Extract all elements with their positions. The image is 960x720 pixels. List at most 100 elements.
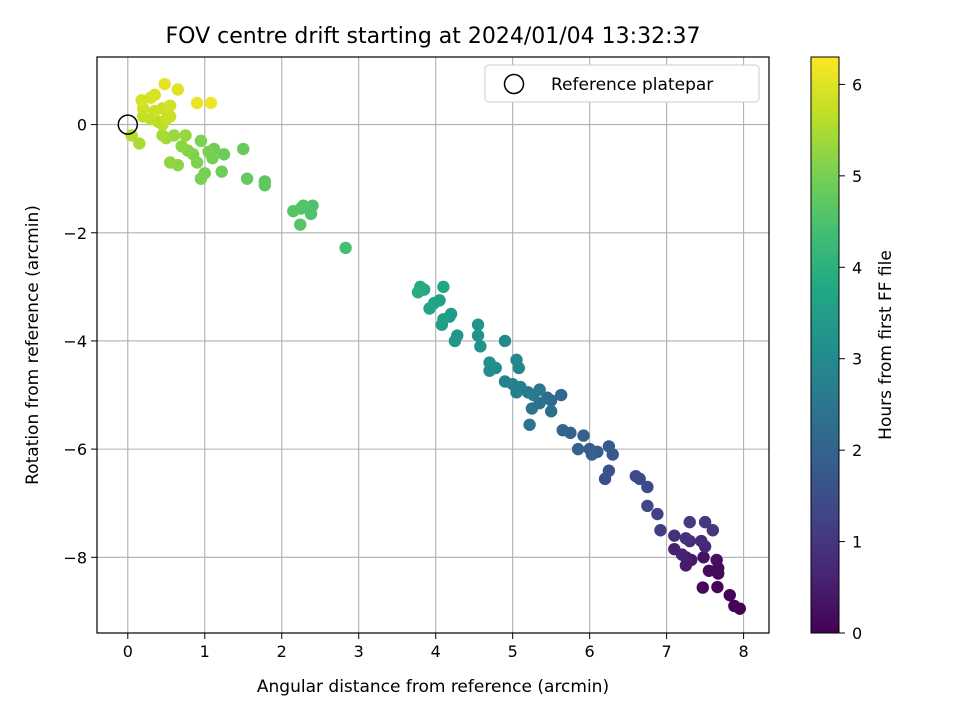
data-point: [651, 507, 664, 521]
colorbar-tick-label: 6: [852, 75, 862, 94]
data-point: [698, 515, 712, 529]
data-point: [297, 199, 310, 212]
data-point: [577, 429, 590, 442]
data-point: [498, 375, 512, 388]
data-point: [194, 172, 208, 185]
x-axis-ticks: 0 1 2 3 4 5 6 7 8: [123, 633, 749, 661]
data-point: [258, 178, 272, 192]
data-point: [190, 96, 204, 110]
data-point: [675, 548, 689, 561]
colorbar-tick-label: 2: [852, 441, 862, 460]
legend-label: Reference platepar: [551, 75, 713, 95]
data-point: [437, 280, 450, 294]
data-point: [696, 581, 710, 594]
data-point: [602, 440, 616, 453]
y-axis-ticks: 0 −2 −4 −6 −8: [63, 116, 97, 567]
data-point: [728, 599, 741, 613]
legend: Reference platepar: [484, 64, 760, 103]
data-point: [171, 83, 185, 96]
x-tick-label: 8: [739, 642, 749, 661]
colorbar-label: Hours from first FF file: [876, 250, 896, 440]
data-point: [585, 448, 599, 461]
data-point: [641, 480, 654, 494]
data-point: [294, 218, 307, 231]
data-point: [411, 286, 425, 299]
data-point: [304, 207, 318, 221]
data-point: [602, 464, 616, 477]
data-point: [471, 318, 485, 331]
y-axis-label: Rotation from reference (arcmin): [23, 205, 43, 485]
y-tick-label: 0: [77, 116, 87, 135]
colorbar-tick-label: 4: [852, 258, 862, 277]
data-point: [710, 553, 723, 567]
y-tick-label: −8: [63, 548, 87, 567]
x-tick-label: 2: [277, 642, 287, 661]
data-point: [423, 302, 436, 315]
data-point: [194, 134, 208, 148]
data-point: [204, 96, 218, 110]
data-point: [683, 515, 696, 529]
data-point: [125, 129, 138, 142]
y-tick-label: −6: [63, 440, 87, 459]
data-point: [525, 402, 539, 415]
data-point: [175, 140, 188, 153]
data-point: [163, 99, 177, 112]
data-point: [695, 534, 708, 548]
x-tick-label: 1: [200, 642, 210, 661]
x-tick-label: 0: [123, 642, 133, 661]
data-point: [629, 469, 643, 483]
chart-title: FOV centre drift starting at 2024/01/04 …: [166, 24, 701, 49]
colorbar-tick-label: 3: [852, 350, 862, 369]
x-axis-label: Angular distance from reference (arcmin): [257, 677, 609, 697]
data-point: [471, 329, 485, 342]
data-point: [654, 524, 667, 537]
colorbar-tick-label: 0: [852, 624, 862, 643]
data-point: [711, 580, 724, 594]
data-point: [697, 551, 710, 564]
data-point: [523, 418, 536, 431]
data-point: [668, 529, 681, 542]
legend-marker: [503, 73, 525, 95]
data-point: [215, 165, 228, 178]
data-point: [339, 241, 352, 255]
colorbar-ticks: 0 1 2 3 4 5 6: [839, 75, 862, 643]
data-point: [148, 88, 161, 102]
data-point: [237, 142, 250, 156]
data-point: [448, 334, 462, 348]
data-point: [556, 423, 569, 437]
data-point: [474, 340, 487, 353]
plot-frame: [96, 56, 770, 634]
data-point: [217, 148, 231, 161]
data-point: [202, 145, 215, 158]
x-tick-label: 7: [662, 642, 672, 661]
data-point: [158, 77, 171, 91]
data-point: [706, 524, 720, 537]
legend-box: [484, 64, 760, 103]
reference-marker: [117, 114, 139, 135]
data-point: [723, 588, 736, 602]
data-point: [437, 313, 450, 326]
colorbar-tick-label: 5: [852, 167, 862, 186]
reference-point: [117, 114, 139, 135]
x-tick-label: 3: [354, 642, 364, 661]
data-point: [163, 156, 177, 169]
data-points: [125, 77, 746, 615]
data-point: [679, 532, 693, 545]
data-point: [240, 172, 254, 185]
data-point: [498, 334, 512, 348]
y-tick-label: −4: [63, 332, 87, 351]
colorbar-gradient: [810, 56, 840, 634]
colorbar-tick-label: 1: [852, 533, 862, 552]
data-point: [133, 137, 146, 150]
data-point: [287, 204, 300, 218]
data-point: [554, 388, 568, 402]
data-point: [510, 353, 523, 367]
data-point: [135, 94, 148, 107]
x-tick-label: 6: [585, 642, 595, 661]
colorbar: 0 1 2 3 4 5 6 Hours from first FF file: [810, 56, 896, 643]
data-point: [483, 356, 496, 369]
data-point: [156, 129, 169, 142]
x-tick-label: 4: [431, 642, 441, 661]
grid-lines: [97, 57, 769, 633]
